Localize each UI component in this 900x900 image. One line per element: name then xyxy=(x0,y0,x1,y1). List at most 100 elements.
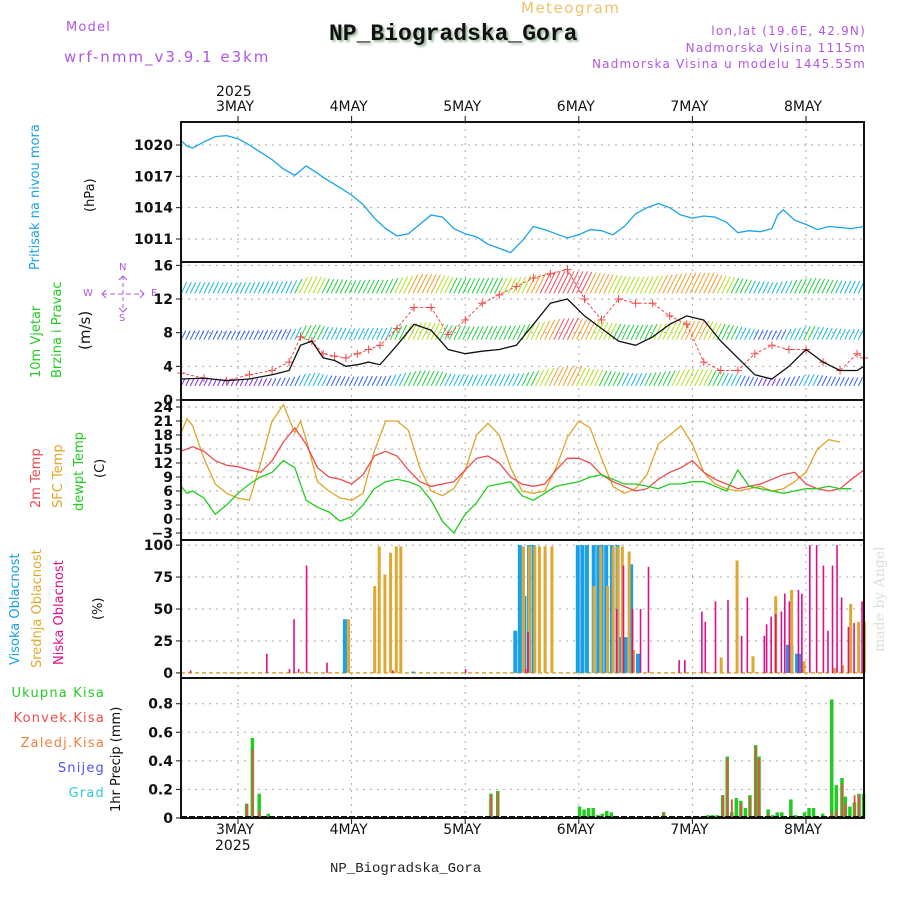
wind-arrow xyxy=(398,324,408,340)
wind-arrow xyxy=(744,376,750,387)
precip-conv-bar xyxy=(749,796,751,818)
wind-arrow xyxy=(526,371,535,387)
wind-arrow xyxy=(835,280,843,294)
wind-arrow xyxy=(335,375,342,387)
wind-arrow xyxy=(462,278,471,294)
top-day-label: 4MAY xyxy=(329,99,368,115)
model-altitude-label: Nadmorska Visina u modelu 1445.55m xyxy=(591,57,866,71)
wind-arrow xyxy=(303,324,312,340)
wind-arrow xyxy=(507,277,517,294)
wind-arrow xyxy=(798,374,806,387)
wind-arrow xyxy=(503,325,512,340)
y-tick-label: 1020 xyxy=(134,138,173,154)
wind-arrow xyxy=(353,376,360,387)
wind-arrow xyxy=(221,330,228,340)
precip-total-bar xyxy=(834,785,839,818)
wind-arrow xyxy=(239,330,246,340)
wind-arrow xyxy=(835,328,842,340)
bottom-day-label: 7MAY xyxy=(670,822,709,838)
wind-arrow xyxy=(648,372,657,387)
wind-arrow xyxy=(576,319,588,340)
precip-conv-bar xyxy=(258,810,261,818)
wind-arrow xyxy=(716,275,727,294)
wind-arrow xyxy=(203,378,209,387)
wind-arrow xyxy=(230,330,237,340)
wind-arrow xyxy=(480,374,488,387)
wind-arrow xyxy=(603,274,614,294)
cloud-low-bar xyxy=(701,611,703,673)
bottom-day-label: 8MAY xyxy=(784,822,823,838)
cloud-low-bar xyxy=(622,565,625,673)
wind-gust-marker xyxy=(285,358,294,367)
wind-arrow xyxy=(544,271,557,294)
wind-arrow xyxy=(621,372,629,387)
wind-arrow xyxy=(430,370,439,387)
wind-arrow xyxy=(726,325,735,340)
precip-conv-bar xyxy=(830,812,833,818)
wind-arrow xyxy=(198,378,204,387)
wind-arrow xyxy=(539,368,550,387)
wind-arrow xyxy=(371,327,379,340)
wind-arrow xyxy=(771,282,778,294)
cloud-high-bar xyxy=(785,644,790,673)
wind-arrow xyxy=(298,373,306,387)
precip-total-bar xyxy=(706,815,710,818)
precip-legend-grad: Grad xyxy=(68,786,105,801)
wind-gust-marker xyxy=(268,366,277,375)
wind-arrow xyxy=(735,278,744,294)
wind-arrow xyxy=(253,330,260,340)
y-tick-label: 18 xyxy=(154,428,173,444)
precip-conv-bar xyxy=(835,810,838,818)
wind-arrow xyxy=(757,281,765,294)
wind-arrow xyxy=(212,330,219,340)
wind-arrow xyxy=(208,330,214,340)
cloud-low-bar xyxy=(704,621,707,673)
wind-arrow xyxy=(762,378,768,387)
wind-arrow xyxy=(517,276,527,294)
wind-arrow xyxy=(616,324,626,340)
wind-arrow xyxy=(239,282,247,294)
wind-arrow xyxy=(321,278,330,294)
precip-conv-bar xyxy=(726,758,729,818)
model-label: Model xyxy=(66,20,112,35)
wind-arrow xyxy=(321,374,328,387)
wind-arrow xyxy=(407,274,419,294)
wind-arrow xyxy=(339,376,346,387)
cloud-high-bar xyxy=(513,630,518,673)
cloud-mid-bar xyxy=(389,552,393,673)
wind-arrow xyxy=(657,274,668,294)
wind-arrow xyxy=(330,279,339,294)
precip-total-bar xyxy=(770,815,775,818)
wind-arrow xyxy=(467,278,476,294)
wind-arrow xyxy=(716,371,725,387)
wind-arrow xyxy=(839,280,847,294)
wind-arrows xyxy=(180,271,865,387)
wind-arrow xyxy=(689,272,701,294)
wind-arrow xyxy=(757,329,764,340)
y-tick-label: 21 xyxy=(154,414,173,430)
cloud-low-bar xyxy=(847,626,850,673)
model-name: wrf-nmm_v3.9.1 e3km xyxy=(64,48,271,66)
cloud-mid-bar xyxy=(735,560,739,673)
y-tick-label: 0 xyxy=(163,512,173,528)
wind-arrow xyxy=(826,376,832,387)
wind-arrow xyxy=(539,320,551,340)
bottom-day-label: 3MAY xyxy=(216,822,255,838)
wind-arrow xyxy=(689,320,700,340)
wind-arrow xyxy=(798,326,806,340)
wind-arrow xyxy=(194,281,201,294)
cloud-low-bar xyxy=(788,601,791,673)
cloud-low-bar xyxy=(784,593,786,673)
wind-arrow xyxy=(621,276,631,294)
wind-arrow xyxy=(648,275,659,294)
precip-conv-bar xyxy=(740,803,742,818)
wind-arrow xyxy=(548,271,561,294)
wind-arrow xyxy=(335,327,343,340)
wind-arrow xyxy=(776,377,781,387)
wind-arrow xyxy=(303,373,311,387)
wind-arrow xyxy=(448,373,456,387)
cloud-mid-bar xyxy=(592,586,596,673)
wind-arrow xyxy=(457,326,466,340)
wind-arrow xyxy=(653,371,662,387)
wind-arrow xyxy=(471,277,481,294)
